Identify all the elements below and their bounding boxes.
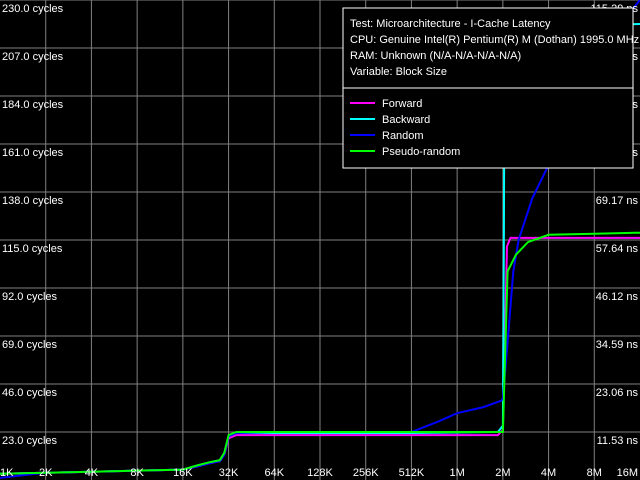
y-tick-label-left: 92.0 cycles [2,291,58,303]
x-tick-label: 2M [495,467,510,479]
legend-label: Random [382,130,424,142]
x-tick-label: 256K [353,467,379,479]
legend: Forward Backward Random Pseudo-random [350,98,460,158]
y-tick-label-left: 23.0 cycles [2,435,58,447]
y-tick-label-left: 115.0 cycles [2,243,63,255]
info-variable: Variable: Block Size [350,66,447,78]
x-tick-label: 4K [85,467,99,479]
legend-label: Pseudo-random [382,146,460,158]
x-tick-label: 128K [307,467,333,479]
x-tick-label: 8K [130,467,144,479]
y-tick-label-right: 69.17 ns [596,195,639,207]
x-tick-label: 8M [587,467,602,479]
x-tick-label: 1K [0,467,14,479]
y-tick-label-right: 57.64 ns [596,243,639,255]
x-tick-label: 16K [173,467,193,479]
info-test: Test: Microarchitecture - I-Cache Latenc… [350,18,551,30]
legend-label: Forward [382,98,422,110]
x-tick-label: 2K [39,467,53,479]
y-tick-label-left: 138.0 cycles [2,195,64,207]
x-tick-label: 4M [541,467,556,479]
x-tick-label: 32K [219,467,239,479]
y-tick-label-right: 11.53 ns [597,435,639,447]
info-ram: RAM: Unknown (N/A-N/A-N/A-N/A) [350,50,521,62]
x-tick-label: 1M [450,467,465,479]
x-tick-label: 16M [617,467,638,479]
y-tick-label-left: 230.0 cycles [2,3,64,15]
series-line-pseudo-random [0,231,640,475]
y-tick-label-right: 23.06 ns [596,387,639,399]
legend-label: Backward [382,114,430,126]
info-legend-box: Test: Microarchitecture - I-Cache Latenc… [342,7,639,169]
y-tick-label-right: 34.59 ns [596,339,639,351]
x-tick-label: 64K [264,467,284,479]
info-cpu: CPU: Genuine Intel(R) Pentium(R) M (Doth… [350,34,639,46]
y-tick-label-left: 207.0 cycles [2,51,64,63]
y-tick-label-left: 69.0 cycles [2,339,58,351]
y-tick-label-left: 184.0 cycles [2,99,64,111]
y-tick-label-right: 46.12 ns [596,291,639,303]
x-tick-label: 512K [399,467,425,479]
y-tick-label-left: 46.0 cycles [2,387,58,399]
y-tick-label-left: 161.0 cycles [2,147,64,159]
